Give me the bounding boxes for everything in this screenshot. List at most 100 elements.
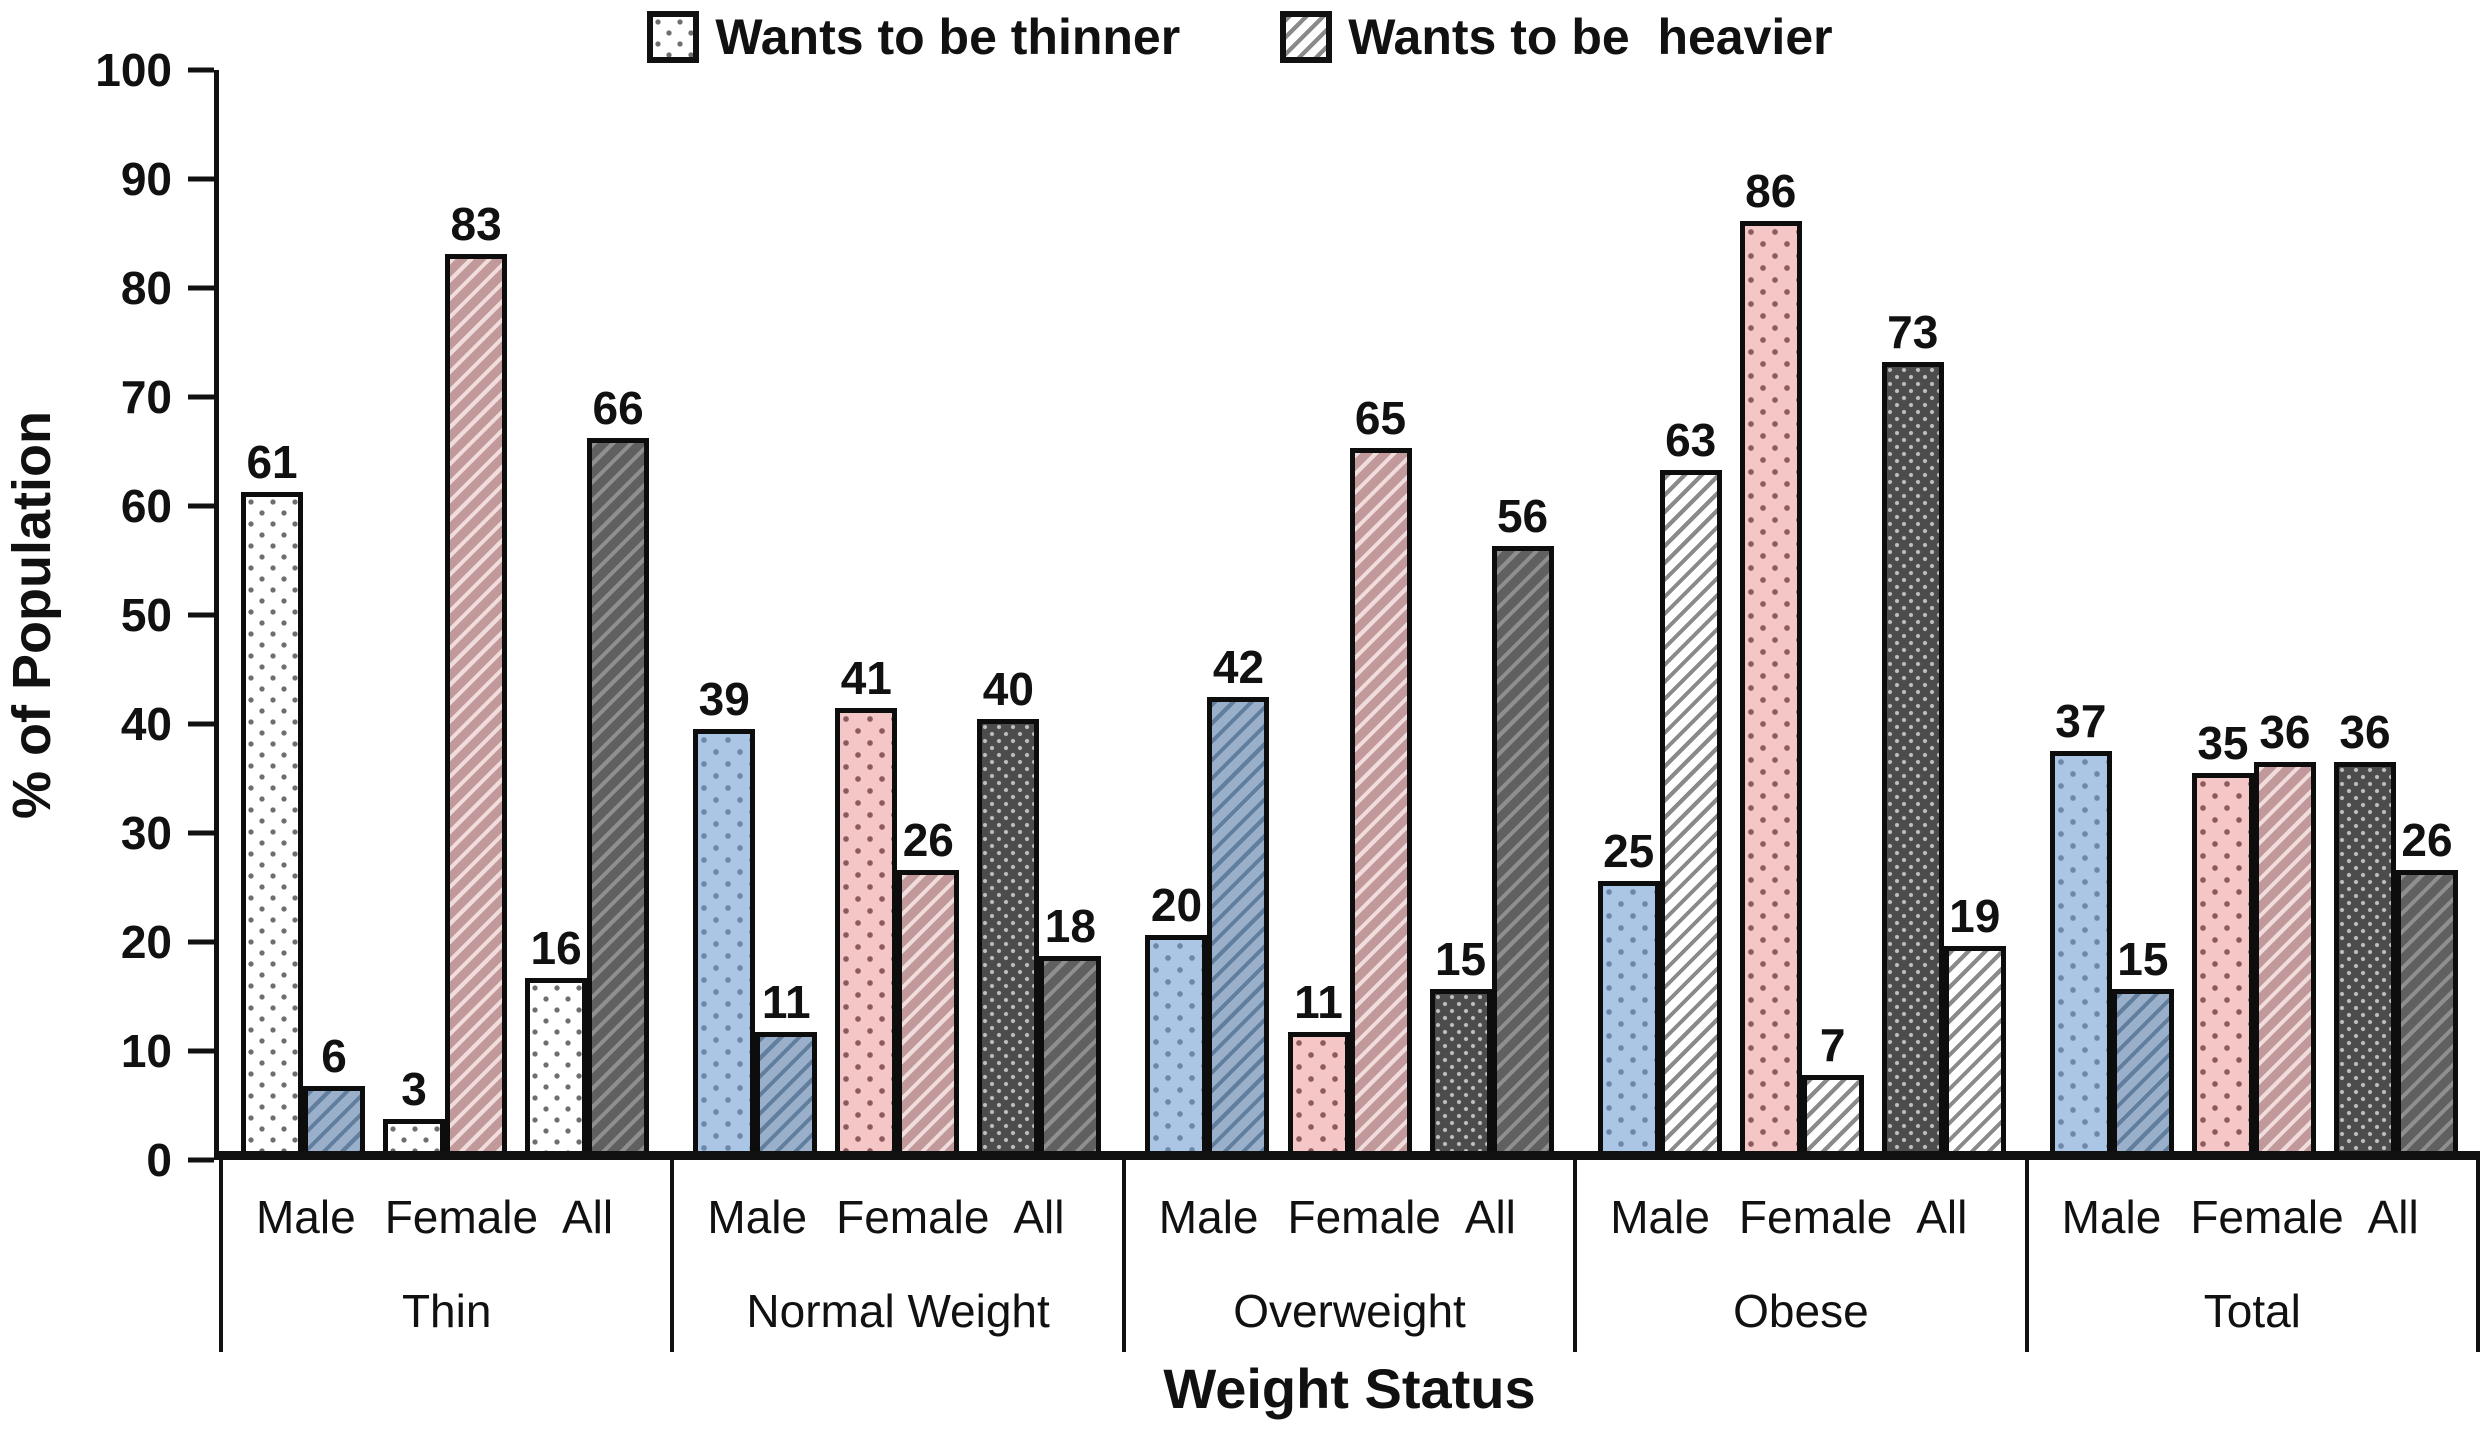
bar-pair-thin-female: 3 83	[383, 70, 508, 1151]
y-tick-label-50: 50	[120, 589, 172, 641]
y-tick-mark-80	[188, 285, 214, 291]
bar-value-label: 41	[840, 651, 892, 704]
bar-pair-thin-male: 61 6	[241, 70, 366, 1151]
bar-value-label: 36	[2259, 705, 2311, 758]
bar-value-label: 6	[321, 1030, 347, 1083]
bar-value-label: 56	[1496, 489, 1549, 542]
bar-value-label: 16	[530, 922, 582, 975]
bar-total-all-thinner: 36	[2333, 706, 2396, 1151]
bar-pair-total-male: 37 15	[2049, 70, 2174, 1151]
y-tick-mark-10	[188, 1048, 214, 1054]
bar-value-label: 25	[1603, 824, 1655, 877]
bar-value-label: 20	[1150, 878, 1203, 931]
bar-pair-obese-female: 86 7	[1739, 70, 1864, 1151]
bar-value-label: 15	[2117, 932, 2169, 985]
bar-value-label: 15	[1434, 932, 1487, 985]
x-label-cell-overweight: Male Female All Overweight	[1121, 1160, 1573, 1352]
bar-value-label: 83	[450, 197, 502, 250]
y-tick-label-60: 60	[120, 480, 172, 532]
bar-obese-female-heavier: 7	[1801, 1019, 1864, 1151]
group-label-obese: Obese	[1733, 1285, 1869, 1337]
sub-label-total-female: Female	[2190, 1191, 2344, 1243]
bar-pair-normal-weight-all: 40 18	[977, 70, 1102, 1151]
sub-labels-normal-weight: Male Female All	[674, 1190, 1121, 1244]
y-axis: 0 10 20 30 40 50 60 70 80 90 100	[64, 44, 219, 1186]
y-tick-label-70: 70	[120, 371, 172, 423]
x-label-cell-thin: Male Female All Thin	[219, 1160, 670, 1352]
bar-pair-overweight-all: 15 56	[1429, 70, 1554, 1151]
bar-value-label: 42	[1212, 640, 1265, 693]
sub-label-obese-male: Male	[1610, 1191, 1710, 1243]
y-tick-mark-100	[188, 67, 214, 73]
y-tick-label-30: 30	[120, 807, 172, 859]
bar-pair-normal-weight-female: 41 26	[835, 70, 960, 1151]
bar-pair-total-female: 35 36	[2191, 70, 2316, 1151]
plot-area: 61 6 3 83 16 66 39 11 41 26 40 18 20 42 11 65 15 56 25 63 86…	[219, 70, 2480, 1160]
bar-value-label: 7	[1819, 1019, 1846, 1072]
y-tick-mark-0	[188, 1157, 214, 1163]
bar-total-male-heavier: 15	[2111, 933, 2174, 1151]
y-tick-label-80: 80	[120, 262, 172, 314]
sub-label-thin-female: Female	[384, 1191, 539, 1243]
bar-value-label: 37	[2055, 695, 2107, 748]
bar-total-all-heavier: 26	[2395, 814, 2458, 1151]
bar-pair-obese-male: 25 63	[1597, 70, 1722, 1151]
bar-obese-all-heavier: 19	[1943, 890, 2006, 1151]
bar-thin-male-thinner: 61	[241, 436, 304, 1151]
y-tick-label-100: 100	[95, 44, 172, 96]
sub-label-obese-all: All	[1916, 1191, 1968, 1243]
group-bars-overweight: 20 42 11 65 15 56	[1123, 70, 1575, 1151]
y-tick-label-0: 0	[146, 1134, 172, 1186]
bar-value-label: 26	[2401, 813, 2453, 866]
bar-pair-overweight-male: 20 42	[1145, 70, 1270, 1151]
bar-obese-female-thinner: 86	[1739, 165, 1802, 1151]
bar-normal-weight-all-heavier: 18	[1039, 900, 1102, 1151]
bar-value-label: 63	[1665, 413, 1717, 466]
bar-pair-thin-all: 16 66	[525, 70, 650, 1151]
bar-thin-male-heavier: 6	[303, 1030, 366, 1151]
y-tick-mark-70	[188, 394, 214, 400]
y-tick-mark-40	[188, 721, 214, 727]
bar-value-label: 19	[1949, 889, 2001, 942]
y-axis-title-column: % of Population	[0, 70, 64, 1160]
bar-value-label: 65	[1354, 392, 1407, 445]
sub-labels-obese: Male Female All	[1577, 1190, 2024, 1244]
sub-label-normal-weight-male: Male	[707, 1191, 808, 1243]
group-label-normal-weight: Normal Weight	[746, 1285, 1050, 1337]
sub-labels-overweight: Male Female All	[1126, 1190, 1573, 1244]
bar-value-label: 61	[246, 435, 298, 488]
group-label-total: Total	[2203, 1285, 2301, 1337]
y-tick-mark-90	[188, 176, 214, 182]
bar-thin-female-thinner: 3	[383, 1063, 446, 1151]
bar-obese-all-thinner: 73	[1881, 306, 1944, 1151]
legend-swatch-heavier-hatched	[1280, 11, 1333, 63]
bar-overweight-female-thinner: 11	[1287, 976, 1350, 1151]
bar-value-label: 11	[761, 976, 811, 1029]
bar-overweight-male-heavier: 42	[1207, 641, 1270, 1151]
bar-value-label: 35	[2197, 716, 2249, 769]
group-bars-normal-weight: 39 11 41 26 40 18	[671, 70, 1123, 1151]
bar-normal-weight-male-thinner: 39	[693, 673, 756, 1151]
group-bars-total: 37 15 35 36 36 26	[2028, 70, 2480, 1151]
bar-thin-all-thinner: 16	[525, 922, 588, 1151]
y-axis-title: % of Population	[2, 411, 63, 819]
sub-label-thin-male: Male	[255, 1191, 356, 1243]
bar-value-label: 36	[2339, 705, 2391, 758]
sub-labels-thin: Male Female All	[223, 1190, 670, 1244]
group-bars-thin: 61 6 3 83 16 66	[219, 70, 671, 1151]
bar-value-label: 86	[1745, 165, 1797, 218]
y-tick-mark-50	[188, 612, 214, 618]
y-tick-label-40: 40	[120, 698, 172, 750]
bar-pair-normal-weight-male: 39 11	[693, 70, 818, 1151]
legend-label-thinner: Wants to be thinner	[715, 9, 1181, 65]
sub-label-normal-weight-all: All	[1013, 1191, 1065, 1243]
bar-pair-total-all: 36 26	[2333, 70, 2458, 1151]
sub-labels-total: Male Female All	[2029, 1190, 2476, 1244]
group-label-overweight: Overweight	[1233, 1285, 1466, 1337]
y-tick-label-20: 20	[120, 916, 172, 968]
bar-value-label: 18	[1044, 900, 1096, 953]
bar-total-male-thinner: 37	[2049, 695, 2112, 1151]
bar-overweight-male-thinner: 20	[1145, 879, 1208, 1151]
sub-label-overweight-all: All	[1464, 1191, 1516, 1243]
